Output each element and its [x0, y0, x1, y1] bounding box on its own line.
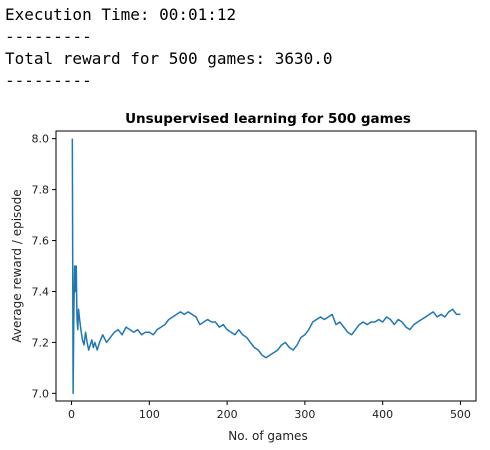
- total-reward-text: Total reward for 500 games: 3630.0: [5, 49, 333, 68]
- x-tick-label: 300: [294, 408, 315, 421]
- execution-time-text: Execution Time: 00:01:12: [5, 5, 237, 24]
- y-tick-label: 7.6: [32, 235, 50, 248]
- y-tick-label: 7.8: [32, 184, 50, 197]
- y-tick-label: 7.0: [32, 387, 50, 400]
- y-tick-label: 7.4: [32, 285, 50, 298]
- y-axis-label: Average reward / episode: [10, 189, 24, 342]
- console-output: Execution Time: 00:01:12 --------- Total r…: [5, 4, 333, 92]
- y-tick-label: 7.2: [32, 336, 50, 349]
- x-tick-label: 200: [217, 408, 238, 421]
- x-axis-label: No. of games: [228, 429, 307, 443]
- x-tick-label: 100: [139, 408, 160, 421]
- x-tick-label: 0: [68, 408, 75, 421]
- separator-line: ---------: [5, 71, 92, 90]
- x-tick-label: 500: [450, 408, 471, 421]
- plot-frame: [55, 130, 477, 402]
- series-line: [71, 138, 461, 395]
- y-axis: 7.0 7.2 7.4 7.6 7.8 8.0: [32, 133, 56, 400]
- separator-line: ---------: [5, 27, 92, 46]
- x-tick-label: 400: [372, 408, 393, 421]
- chart-title: Unsupervised learning for 500 games: [125, 111, 411, 127]
- y-tick-label: 8.0: [32, 133, 50, 146]
- x-axis: 0 100 200 300 400 500: [68, 401, 471, 421]
